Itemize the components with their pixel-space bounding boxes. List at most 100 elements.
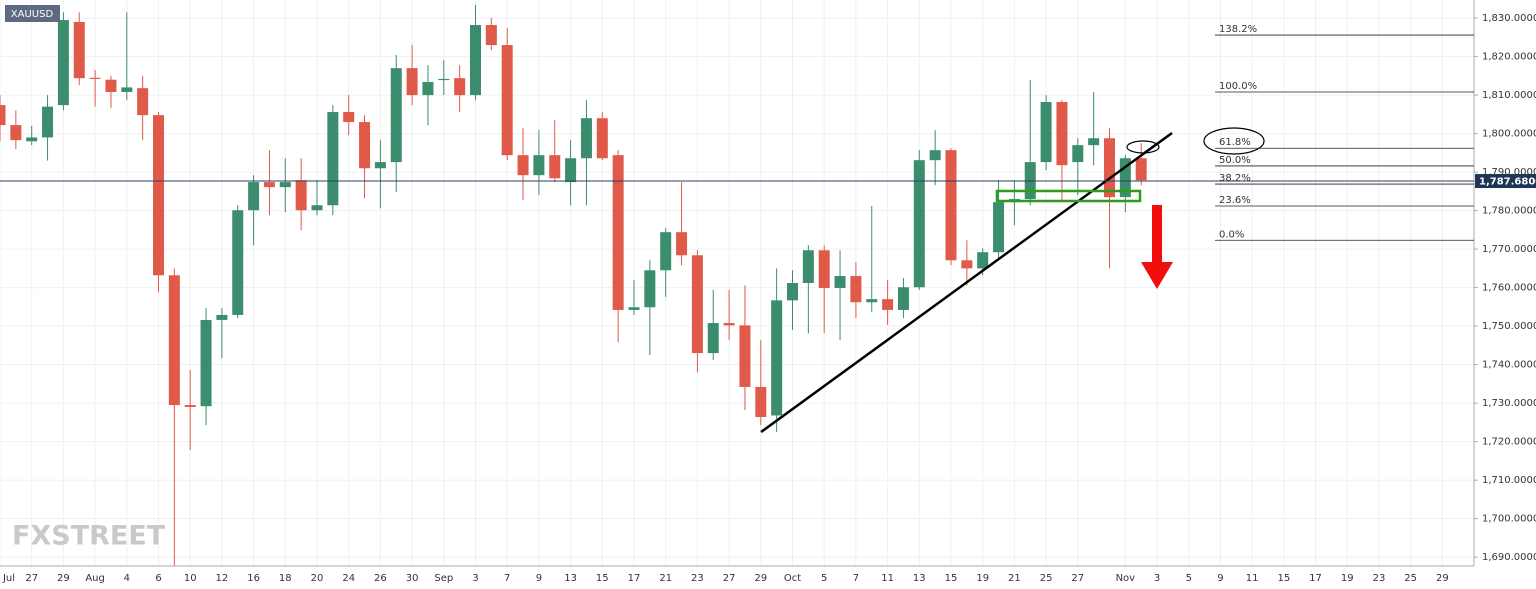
candle-body	[137, 88, 149, 116]
candle-body	[359, 122, 371, 169]
candle-body	[168, 275, 180, 406]
watermark: FXSTREET	[12, 521, 166, 552]
candle-body	[850, 276, 862, 303]
fib-label: 100.0%	[1219, 81, 1257, 92]
x-tick-label: 4	[124, 573, 130, 584]
candle-body	[200, 319, 212, 407]
y-tick-label: 1,790.0000	[1482, 167, 1536, 178]
y-tick-label: 1,830.0000	[1482, 13, 1536, 24]
y-tick-label: 1,710.0000	[1482, 475, 1536, 486]
candle-body	[422, 82, 434, 96]
candle-body	[945, 150, 957, 261]
candle-body	[73, 21, 85, 79]
candle-body	[787, 283, 798, 301]
x-tick-label: Nov	[1116, 573, 1136, 584]
x-tick-label: 7	[504, 573, 510, 584]
y-tick-label: 1,780.0000	[1482, 206, 1536, 217]
x-tick-label: Jul	[2, 573, 15, 584]
x-tick-label: 25	[1404, 573, 1417, 584]
x-tick-label: 21	[659, 573, 672, 584]
x-tick-label: 9	[536, 573, 542, 584]
candle-body	[580, 118, 592, 159]
candle-body	[374, 162, 386, 169]
x-tick-label: 10	[184, 573, 197, 584]
x-tick-label: 11	[881, 573, 894, 584]
candle-body	[57, 20, 69, 106]
x-tick-label: 27	[1071, 573, 1084, 584]
x-tick-label: 24	[342, 573, 355, 584]
candle-body	[10, 125, 22, 141]
candle-body	[470, 25, 481, 96]
x-tick-label: 5	[821, 573, 827, 584]
x-tick-label: 27	[723, 573, 736, 584]
trendline	[760, 131, 1173, 434]
candle-body	[866, 299, 878, 303]
down-arrow	[1141, 205, 1173, 289]
highlight-ellipse	[1203, 127, 1265, 155]
candle-body	[89, 77, 101, 79]
fib-label: 38.2%	[1219, 173, 1251, 184]
y-tick-label: 1,700.0000	[1482, 514, 1536, 525]
y-tick-label: 1,820.0000	[1482, 52, 1536, 63]
x-tick-label: 3	[472, 573, 478, 584]
x-tick-label: 6	[155, 573, 161, 584]
y-tick-label: 1,690.0000	[1482, 552, 1536, 563]
candle-body	[818, 250, 830, 289]
candle-body	[771, 300, 783, 416]
candle-body	[739, 325, 751, 387]
y-tick-label: 1,760.0000	[1482, 283, 1536, 294]
candle-body	[343, 112, 355, 123]
y-tick-label: 1,810.0000	[1482, 90, 1536, 101]
x-tick-label: 17	[1309, 573, 1322, 584]
candle-body	[549, 155, 561, 179]
x-tick-label: 19	[1341, 573, 1354, 584]
candle-body	[660, 232, 672, 271]
x-tick-label: 15	[945, 573, 958, 584]
candle-body	[327, 112, 339, 206]
y-tick-label: 1,740.0000	[1482, 360, 1536, 371]
x-tick-label: 13	[913, 573, 926, 584]
x-tick-label: 7	[853, 573, 859, 584]
fib-label: 61.8%	[1219, 137, 1251, 148]
candle-body	[977, 252, 989, 269]
annotations	[760, 127, 1265, 434]
x-tick-label: 27	[25, 573, 38, 584]
candle-body	[248, 182, 260, 211]
x-tick-label: 29	[754, 573, 767, 584]
candle-body	[612, 155, 624, 310]
x-tick-label: 12	[216, 573, 229, 584]
fib-label: 0.0%	[1219, 229, 1244, 240]
candle-body	[755, 386, 767, 417]
candle-body	[834, 276, 846, 289]
candle-body	[42, 106, 54, 138]
y-tick-label: 1,800.0000	[1482, 129, 1536, 140]
candle-body	[913, 160, 925, 288]
candle-body	[454, 78, 466, 96]
x-tick-label: Aug	[85, 573, 105, 584]
candle-body	[1135, 158, 1147, 181]
grid	[0, 0, 1474, 566]
x-tick-label: 15	[1277, 573, 1290, 584]
symbol: XAUUSD	[11, 9, 54, 20]
candle-body	[406, 68, 418, 96]
fib-label: 138.2%	[1219, 24, 1257, 35]
x-tick-label: Sep	[434, 573, 453, 584]
candle-body	[26, 137, 38, 142]
fib-label: 23.6%	[1219, 195, 1251, 206]
support-box	[995, 189, 1142, 203]
candle-body	[993, 202, 1005, 253]
candle-body	[216, 314, 228, 320]
y-tick-label: 1,770.0000	[1482, 244, 1536, 255]
candle-body	[295, 180, 307, 211]
x-tick-label: 19	[976, 573, 989, 584]
candle-body	[390, 68, 402, 163]
candle-body	[1040, 102, 1052, 163]
candle-body	[232, 210, 244, 315]
x-tick-label: 29	[57, 573, 70, 584]
x-tick-label: 26	[374, 573, 387, 584]
symbol-badge	[5, 5, 60, 22]
candle-body	[628, 307, 640, 310]
candle-body	[184, 405, 196, 407]
